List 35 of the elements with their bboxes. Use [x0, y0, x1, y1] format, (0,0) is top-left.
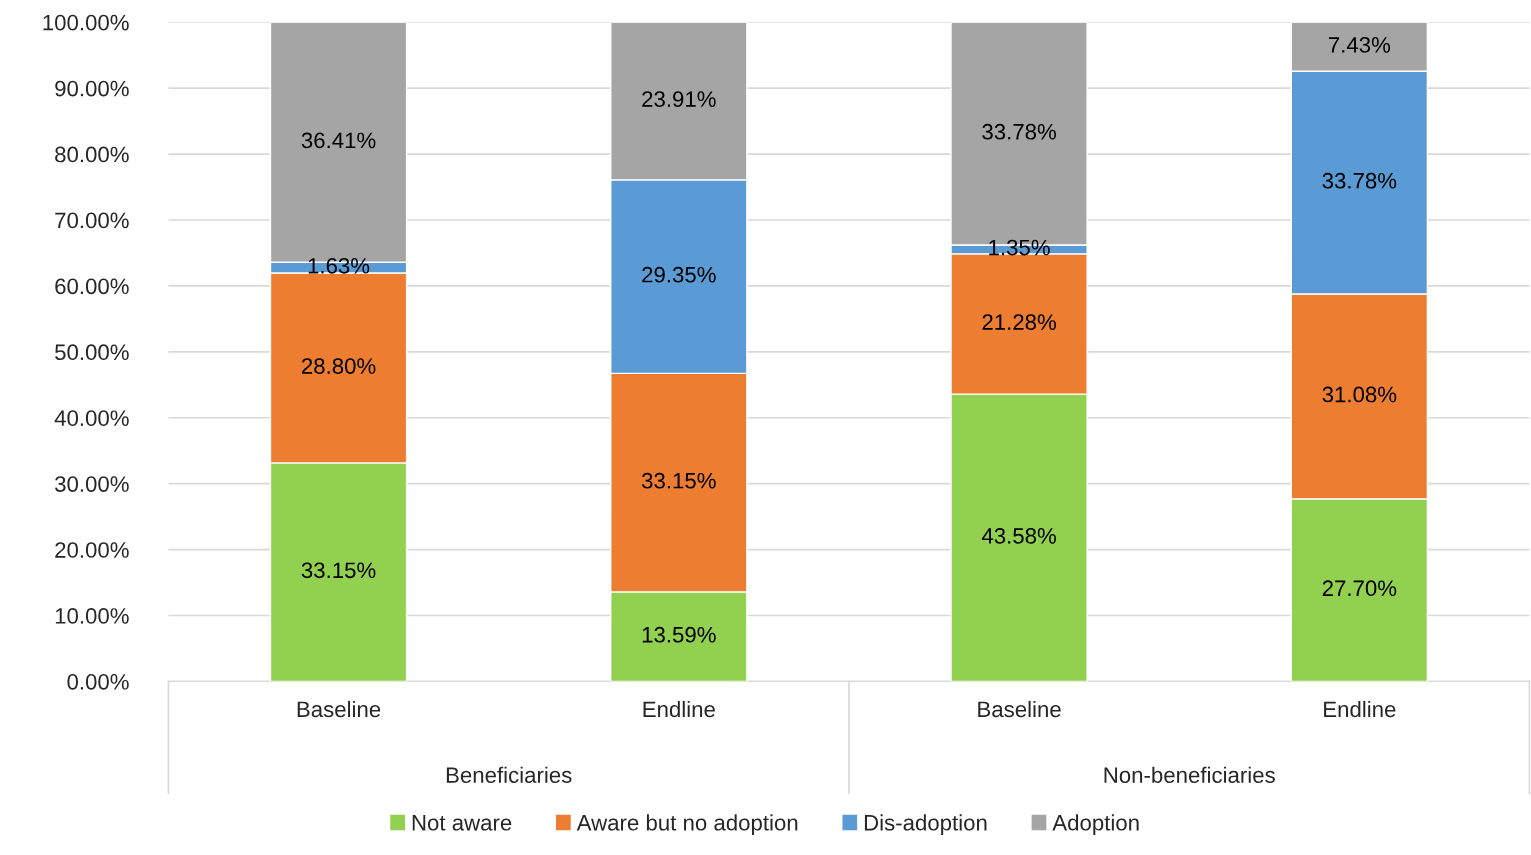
- text: Non-beneficiaries: [1104, 766, 1275, 783]
- y-tick-label: 100.00%: [43, 14, 129, 31]
- data-label: 33.78%: [982, 123, 1056, 140]
- x-tick-label: Baseline: [978, 700, 1061, 718]
- legend-label: Aware but no adoption: [576, 814, 798, 835]
- y-tick-label: 50.00%: [55, 344, 129, 361]
- legend-label: Dis-adoption: [864, 814, 987, 835]
- data-label: 7.43%: [1328, 37, 1391, 53]
- data-label: 33.78%: [1322, 172, 1397, 189]
- y-tick-label: 70.00%: [55, 212, 129, 229]
- data-label: 33.15%: [301, 562, 376, 579]
- data-label: 36.41%: [301, 132, 376, 149]
- data-label: 43.58%: [981, 528, 1056, 544]
- text: Beneficiaries: [446, 766, 572, 783]
- y-tick-label: 90.00%: [55, 80, 129, 97]
- x-tick-label: Endline: [1324, 700, 1396, 718]
- data-label: 13.59%: [642, 626, 716, 643]
- y-tick-label: 40.00%: [54, 410, 129, 427]
- y-tick-label: 10.00%: [55, 608, 129, 624]
- x-tick-label: Endline: [643, 700, 715, 718]
- data-label: 21.28%: [982, 314, 1056, 330]
- x-tick-label: Baseline: [297, 700, 381, 718]
- data-label: 31.08%: [1322, 386, 1397, 403]
- data-label: 28.80%: [301, 358, 376, 374]
- data-label: 23.91%: [642, 91, 716, 107]
- y-tick-label: 0.00%: [67, 673, 129, 690]
- legend-label: Not aware: [412, 815, 512, 831]
- legend-label: Adoption: [1052, 814, 1139, 835]
- data-label: 29.35%: [642, 266, 716, 283]
- y-tick-label: 30.00%: [55, 476, 129, 492]
- data-label: 27.70%: [1322, 580, 1397, 597]
- y-tick-label: 60.00%: [55, 278, 129, 295]
- data-label: 33.15%: [641, 472, 716, 489]
- y-tick-label: 80.00%: [55, 146, 129, 163]
- y-tick-label: 20.00%: [55, 542, 129, 558]
